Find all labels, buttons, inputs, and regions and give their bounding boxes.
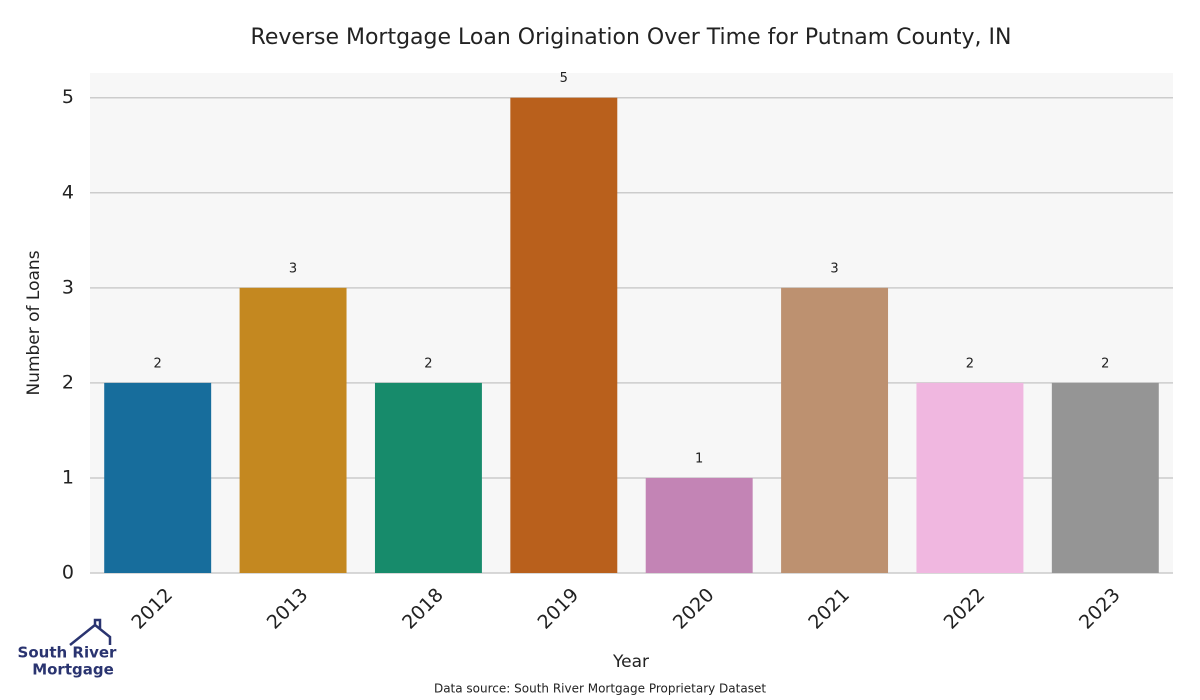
x-tick-label: 2023 [1075, 584, 1125, 634]
data-label: 2 [154, 356, 162, 371]
x-tick-label: 2018 [398, 584, 448, 634]
data-label: 2 [966, 356, 974, 371]
bar [916, 382, 1024, 573]
y-tick-label: 4 [62, 181, 74, 203]
bar [1051, 382, 1159, 573]
source-note: Data source: South River Mortgage Propri… [434, 682, 766, 696]
bar [645, 477, 753, 573]
data-label: 2 [1101, 356, 1109, 371]
logo-house [69, 618, 112, 646]
data-label: 5 [560, 71, 568, 86]
logo-text: Mortgage [32, 661, 114, 679]
data-label: 3 [289, 261, 297, 276]
bar [374, 382, 482, 573]
bar [510, 97, 618, 573]
x-tick-label: 2012 [127, 584, 177, 634]
x-tick-label: 2022 [940, 584, 990, 634]
y-tick-label: 1 [62, 466, 74, 488]
y-tick-label: 5 [62, 86, 74, 108]
x-axis-label: Year [612, 652, 649, 672]
y-axis-label: Number of Loans [24, 250, 44, 395]
y-tick-label: 2 [62, 371, 74, 393]
data-label: 1 [695, 451, 703, 466]
logo: South River Mortgage [18, 618, 118, 679]
data-label: 2 [424, 356, 432, 371]
y-tick-label: 3 [62, 276, 74, 298]
data-label: 3 [830, 261, 838, 276]
bar [104, 382, 212, 573]
logo-text: South River [18, 644, 118, 662]
x-tick-label: 2020 [669, 584, 719, 634]
x-tick-label: 2021 [804, 584, 854, 634]
bar [781, 287, 889, 573]
x-tick-label: 2013 [263, 584, 313, 634]
x-tick-label: 2019 [533, 584, 583, 634]
chart-title: Reverse Mortgage Loan Origination Over T… [251, 25, 1012, 50]
bar [239, 287, 347, 573]
y-tick-label: 0 [62, 562, 74, 584]
